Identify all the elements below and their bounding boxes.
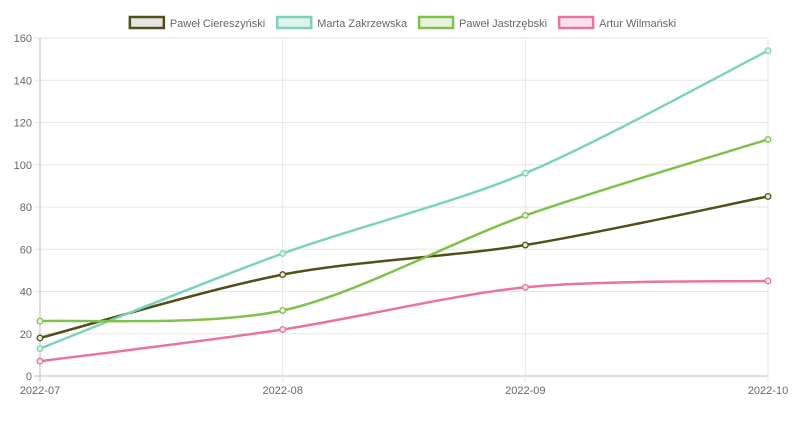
legend-label: Paweł Ciereszyński xyxy=(170,18,265,30)
data-point[interactable] xyxy=(764,192,772,200)
data-point[interactable] xyxy=(36,334,44,342)
series-layer xyxy=(36,47,772,365)
data-point[interactable] xyxy=(279,307,287,314)
grid-layer xyxy=(34,37,769,382)
axis-layer: 0 20 40 60 80 100 120 140 160 2022-07 2022-08 2022-… xyxy=(14,33,789,397)
legend-item-0[interactable]: Paweł Ciereszyński xyxy=(128,15,265,30)
data-point[interactable] xyxy=(36,357,44,365)
legend-item-1[interactable]: Marta Zakrzewska xyxy=(275,15,408,30)
legend[interactable]: Paweł Ciereszyński Marta Zakrzewska Paweł … xyxy=(128,15,676,30)
legend-label: Paweł Jastrzębski xyxy=(459,18,547,30)
data-point[interactable] xyxy=(521,241,529,249)
data-point[interactable] xyxy=(279,326,287,333)
series-line-0 xyxy=(39,195,769,340)
y-tick-label: 100 xyxy=(14,160,32,172)
legend-swatch xyxy=(557,15,595,30)
legend-item-2[interactable]: Paweł Jastrzębski xyxy=(417,15,547,30)
data-point[interactable] xyxy=(521,283,529,291)
data-point[interactable] xyxy=(521,169,529,177)
y-tick-label: 80 xyxy=(20,202,32,214)
legend-label: Marta Zakrzewska xyxy=(317,18,408,30)
data-point[interactable] xyxy=(36,345,44,352)
data-point[interactable] xyxy=(36,317,44,325)
x-tick-label: 2022-07 xyxy=(20,385,60,397)
legend-swatch xyxy=(128,15,166,30)
y-tick-label: 40 xyxy=(20,287,32,299)
series-line-2 xyxy=(39,138,769,323)
x-tick-label: 2022-08 xyxy=(262,385,302,397)
y-tick-label: 20 xyxy=(20,329,32,341)
data-point[interactable] xyxy=(521,211,529,219)
legend-swatch xyxy=(417,15,455,30)
x-tick-label: 2022-10 xyxy=(748,385,788,397)
legend-swatch xyxy=(275,15,313,30)
data-point[interactable] xyxy=(764,277,772,285)
y-tick-label: 60 xyxy=(20,244,32,256)
data-point[interactable] xyxy=(279,271,287,279)
series-line-1 xyxy=(39,49,769,350)
x-tick-label: 2022-09 xyxy=(505,385,545,397)
legend-label: Artur Wilmański xyxy=(599,18,676,30)
legend-item-3[interactable]: Artur Wilmański xyxy=(557,15,676,30)
y-tick-label: 140 xyxy=(14,75,32,87)
series-line-3 xyxy=(39,279,769,363)
data-point[interactable] xyxy=(764,135,772,143)
data-point[interactable] xyxy=(279,250,287,257)
y-tick-label: 0 xyxy=(26,371,32,383)
data-point[interactable] xyxy=(764,47,772,55)
y-tick-label: 160 xyxy=(14,33,32,45)
y-tick-label: 120 xyxy=(14,118,32,130)
